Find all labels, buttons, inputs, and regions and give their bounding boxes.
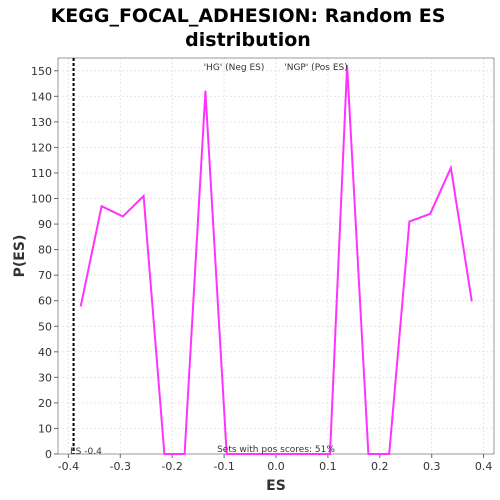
chart-title-line1: KEGG_FOCAL_ADHESION: Random ES [51, 5, 446, 27]
y-axis-label: P(ES) [12, 235, 28, 278]
data-point [80, 305, 82, 307]
data-point [204, 90, 207, 93]
x-axis-label: ES [266, 478, 286, 494]
data-point [246, 453, 249, 455]
y-tick-label: 90 [38, 218, 52, 231]
es-distribution-line [79, 65, 473, 455]
x-tick-label: 0.1 [319, 460, 337, 473]
pos-score-footer: Sets with pos scores: 51% [217, 445, 335, 455]
data-point [408, 220, 411, 223]
data-point [388, 453, 390, 455]
y-tick-label: 80 [38, 244, 52, 257]
y-tick-label: 50 [38, 320, 52, 333]
x-tick-label: -0.3 [110, 460, 131, 473]
tick-group: -0.4 -0.3 -0.2 -0.1 0.0 0.1 0.2 0.3 0.4 0 10 20 30 40… [31, 65, 492, 473]
data-point [346, 64, 348, 67]
data-point [367, 453, 370, 455]
x-tick-label: -0.4 [58, 460, 79, 473]
y-tick-label: 70 [38, 269, 52, 282]
y-tick-label: 110 [31, 167, 52, 180]
data-point [122, 215, 124, 218]
x-tick-label: 0.2 [371, 460, 389, 473]
data-point [142, 195, 145, 197]
y-tick-label: 130 [31, 116, 52, 129]
y-tick-label: 120 [31, 141, 52, 154]
y-tick-label: 150 [31, 65, 52, 78]
data-point [267, 453, 270, 455]
y-tick-label: 140 [31, 90, 52, 103]
x-tick-label: -0.1 [213, 460, 234, 473]
x-tick-label: -0.2 [161, 460, 182, 473]
y-tick-label: 10 [38, 422, 52, 435]
data-point [183, 453, 186, 455]
data-point [470, 299, 473, 302]
y-tick-label: 100 [31, 193, 52, 206]
data-point [329, 453, 331, 455]
x-tick-label: 0.4 [475, 460, 493, 473]
es-marker-label: ES -0.4 [70, 447, 102, 457]
chart-title-line2: distribution [185, 29, 311, 51]
neg-es-annotation: 'HG' (Neg ES) [204, 63, 265, 73]
data-point [288, 453, 290, 455]
pos-es-annotation: 'NGP' (Pos ES) [284, 63, 348, 73]
series-group [79, 64, 473, 455]
data-point [163, 453, 166, 455]
y-tick-label: 60 [38, 295, 52, 308]
y-tick-label: 20 [38, 397, 52, 410]
data-point [429, 213, 431, 215]
y-tick-label: 30 [38, 371, 52, 384]
x-tick-label: 0.3 [423, 460, 441, 473]
data-point [450, 167, 452, 169]
y-tick-label: 0 [45, 448, 52, 461]
grid [58, 58, 494, 455]
data-point [308, 453, 311, 455]
y-tick-label: 40 [38, 346, 52, 359]
data-point [225, 453, 228, 455]
x-tick-label: 0.0 [267, 460, 285, 473]
data-point [100, 205, 103, 207]
